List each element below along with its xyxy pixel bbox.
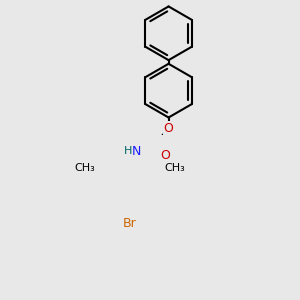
Text: CH₃: CH₃ xyxy=(74,163,95,172)
Text: Br: Br xyxy=(123,217,136,230)
Text: N: N xyxy=(131,145,141,158)
Text: CH₃: CH₃ xyxy=(164,163,185,172)
Text: O: O xyxy=(164,122,173,135)
Text: H: H xyxy=(124,146,132,156)
Text: O: O xyxy=(160,149,170,162)
